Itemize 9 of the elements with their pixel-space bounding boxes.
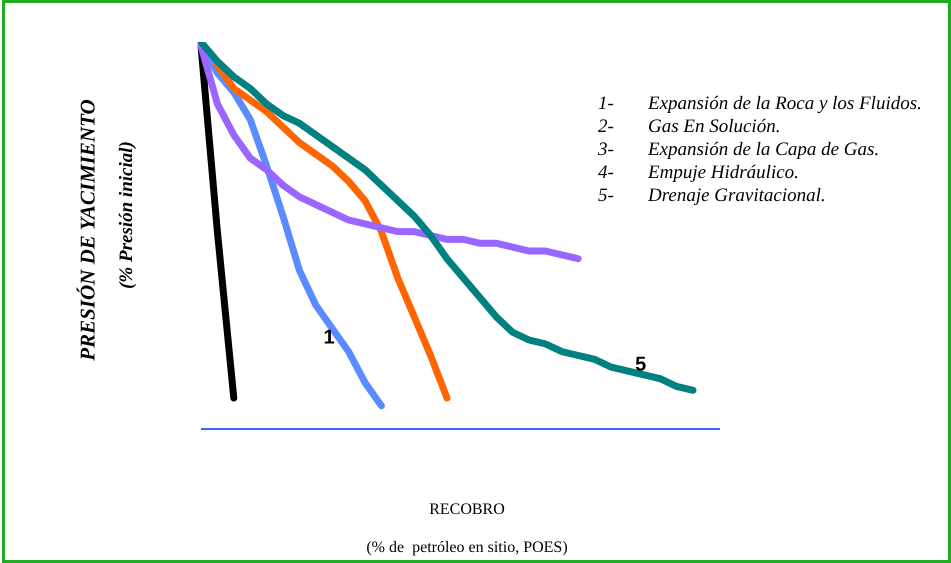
y-axis-title: PRESIÓN DE YACIMIENTO (% Presión inicial) [76, 99, 138, 361]
text: RECOBRO (% de petróleo en sitio, POES) [366, 501, 568, 556]
text: 2- Gas En Solución. [598, 116, 780, 137]
series-label: 5 [635, 354, 646, 376]
text: 4- Empuje Hidráulico. [598, 162, 799, 183]
text: 1- Expansión de la Roca y los Fluidos. [598, 93, 922, 114]
series-label: 1 [323, 326, 335, 349]
text: 3- Expansión de la Capa de Gas. [598, 139, 880, 160]
text: 5- Drenaje Gravitacional. [598, 185, 826, 206]
